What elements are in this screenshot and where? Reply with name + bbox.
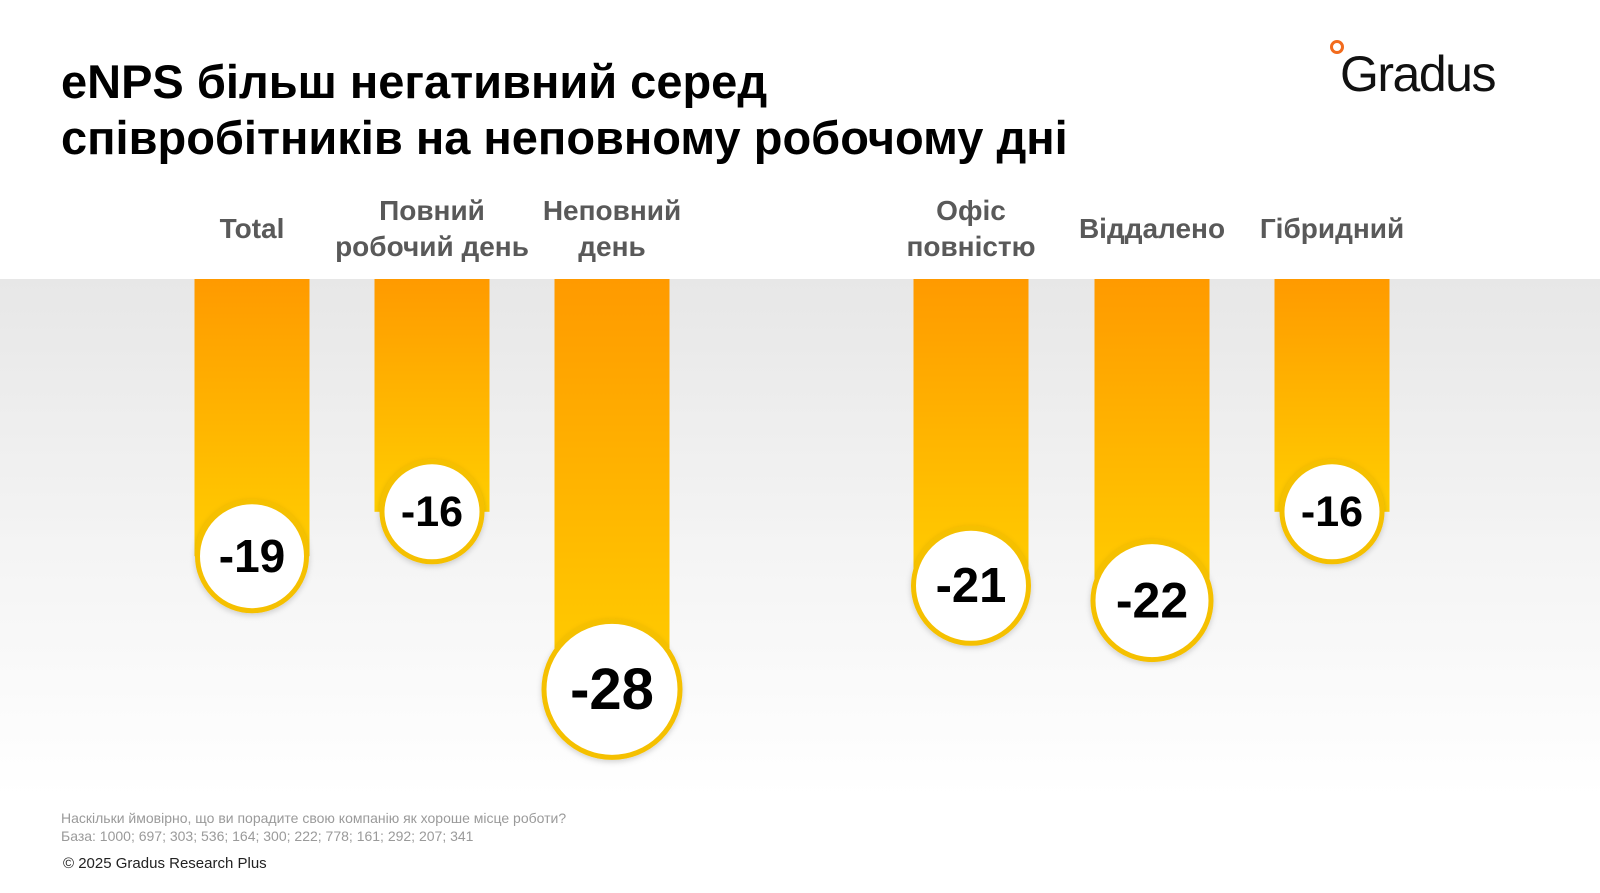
copyright: © 2025 Gradus Research Plus [63,855,267,872]
value-circles-group: -19 -16 -28 -21 -22 -16 [195,459,1385,760]
value-label-1: -19 [219,530,285,582]
footnote: Наскільки ймовірно, що ви порадите свою … [61,809,566,845]
value-label-2: -16 [401,488,463,536]
chart-title-line-2: співробітників на неповному робочому дні [61,111,1068,164]
category-label-3: Неповний день [543,195,681,262]
value-circle-4 [911,525,1031,646]
category-label-5: Віддалено [1079,213,1225,244]
category-label-4: Офіс повністю [906,195,1035,262]
value-circle-1 [195,499,309,614]
value-label-6: -16 [1301,488,1363,536]
value-label-3: -28 [570,657,654,722]
chart-title-line-1: eNPS більш негативний серед [61,55,768,108]
orange-ring-icon [1330,40,1344,54]
gradus-logo: Gradus [1326,38,1546,108]
value-label-5: -22 [1116,573,1188,629]
category-label-2: Повний робочий день [335,195,529,262]
footnote-question: Наскільки ймовірно, що ви порадите свою … [61,810,567,826]
chart-title: eNPS більш негативний серед співробітник… [61,54,1068,166]
category-label-6: Гібридний [1260,213,1404,244]
bars-group [194,279,1390,690]
value-circle-6 [1279,459,1385,565]
enps-bar-chart: -19 -16 -28 -21 -22 -16 Total Повний робочий де… [194,195,1405,760]
footnote-base: База: 1000; 697; 303; 536; 164; 300; 222… [61,828,474,844]
value-label-4: -21 [936,559,1007,613]
category-label-1: Total [220,213,285,244]
value-circle-3 [541,618,683,760]
value-circle-2 [379,459,485,565]
logo-text: Gradus [1340,46,1496,102]
value-circle-5 [1090,539,1214,663]
